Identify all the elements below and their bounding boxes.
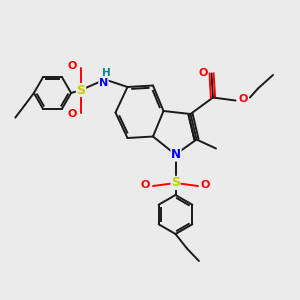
Text: O: O [141, 179, 150, 190]
Text: O: O [67, 109, 77, 119]
Text: H: H [102, 68, 111, 78]
Text: O: O [198, 68, 208, 78]
Text: S: S [76, 83, 85, 97]
Text: S: S [171, 176, 180, 190]
Text: O: O [201, 179, 210, 190]
Text: O: O [238, 94, 248, 104]
Text: N: N [171, 148, 181, 161]
Text: O: O [67, 61, 77, 71]
Text: N: N [99, 77, 108, 88]
